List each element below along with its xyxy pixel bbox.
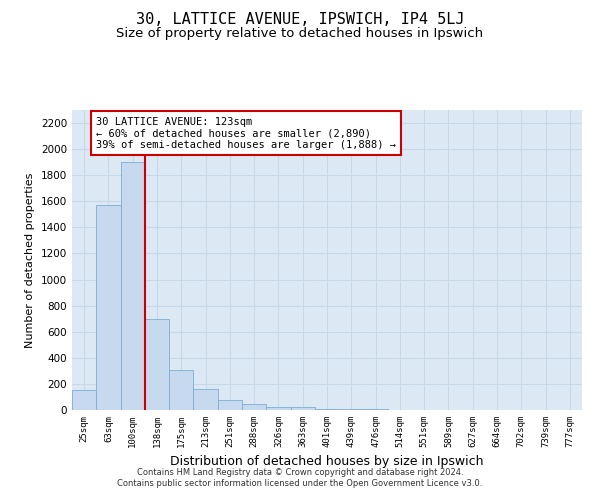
Text: Contains HM Land Registry data © Crown copyright and database right 2024.
Contai: Contains HM Land Registry data © Crown c… bbox=[118, 468, 482, 487]
Bar bbox=[169, 370, 193, 410]
Bar bbox=[266, 406, 290, 410]
X-axis label: Distribution of detached houses by size in Ipswich: Distribution of detached houses by size … bbox=[170, 456, 484, 468]
Bar bbox=[96, 205, 121, 410]
Bar bbox=[72, 390, 96, 410]
Text: Size of property relative to detached houses in Ipswich: Size of property relative to detached ho… bbox=[116, 28, 484, 40]
Bar bbox=[290, 408, 315, 410]
Bar bbox=[242, 404, 266, 410]
Bar bbox=[315, 408, 339, 410]
Bar bbox=[121, 162, 145, 410]
Bar bbox=[218, 400, 242, 410]
Text: 30, LATTICE AVENUE, IPSWICH, IP4 5LJ: 30, LATTICE AVENUE, IPSWICH, IP4 5LJ bbox=[136, 12, 464, 28]
Y-axis label: Number of detached properties: Number of detached properties bbox=[25, 172, 35, 348]
Text: 30 LATTICE AVENUE: 123sqm
← 60% of detached houses are smaller (2,890)
39% of se: 30 LATTICE AVENUE: 123sqm ← 60% of detac… bbox=[96, 116, 396, 150]
Bar bbox=[193, 389, 218, 410]
Bar bbox=[145, 318, 169, 410]
